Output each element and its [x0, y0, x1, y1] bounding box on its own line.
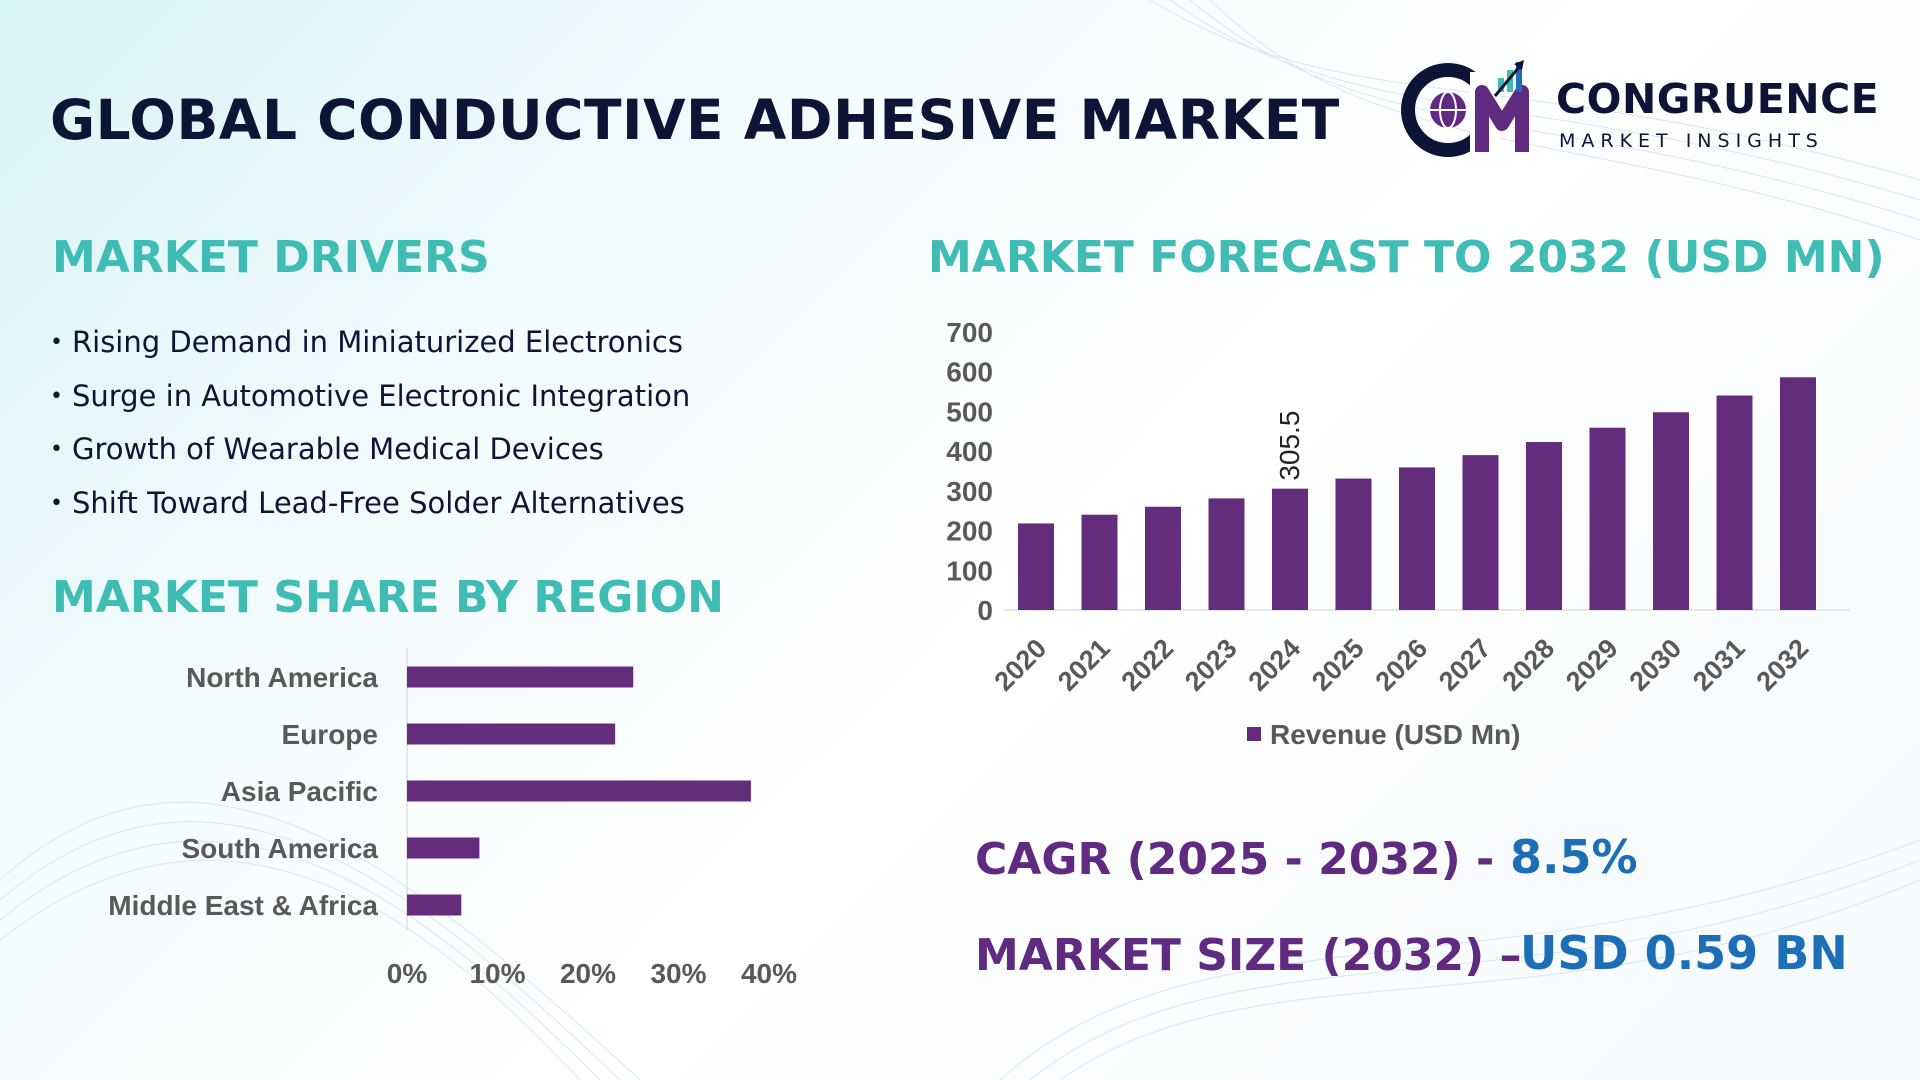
forecast-bar [1081, 514, 1118, 610]
y-tick-label: 600 [946, 357, 993, 388]
region-bar [407, 723, 616, 745]
x-tick-label: 2022 [1116, 633, 1180, 697]
driver-item: Rising Demand in Miniaturized Electronic… [50, 322, 690, 376]
region-bar [407, 666, 634, 688]
region-label: North America [186, 662, 378, 693]
data-label: 305.5 [1274, 411, 1305, 481]
x-tick-label: 20% [560, 958, 616, 989]
x-tick-label: 0% [387, 958, 428, 989]
cagr-value: 8.5% [1510, 830, 1638, 884]
page-title: GLOBAL CONDUCTIVE ADHESIVE MARKET [50, 88, 1340, 152]
x-tick-label: 2027 [1433, 633, 1497, 697]
region-bar [407, 894, 462, 916]
legend-swatch [1247, 727, 1261, 741]
x-tick-label: 2020 [989, 633, 1053, 697]
forecast-bar [1018, 523, 1054, 610]
driver-item: Shift Toward Lead-Free Solder Alternativ… [50, 483, 690, 537]
forecast-bar [1272, 488, 1308, 610]
forecast-bar [1780, 377, 1816, 610]
market-size-label: MARKET SIZE (2032) – [975, 930, 1522, 981]
x-tick-label: 2021 [1052, 633, 1116, 697]
cagr-label: CAGR (2025 - 2032) - [975, 834, 1495, 885]
logo-name: CONGRUENCE [1556, 75, 1880, 123]
y-tick-label: 700 [946, 317, 993, 348]
region-label: Asia Pacific [221, 776, 378, 807]
forecast-bar [1399, 467, 1435, 610]
region-label: Middle East & Africa [108, 890, 378, 921]
y-tick-label: 200 [946, 516, 993, 547]
x-tick-label: 2023 [1179, 633, 1243, 697]
drivers-heading: MARKET DRIVERS [52, 232, 490, 283]
x-tick-label: 2028 [1497, 633, 1561, 697]
x-tick-label: 2032 [1751, 633, 1815, 697]
forecast-bar [1145, 506, 1181, 610]
drivers-list: Rising Demand in Miniaturized Electronic… [50, 322, 690, 536]
driver-item: Growth of Wearable Medical Devices [50, 429, 690, 483]
forecast-bar [1589, 427, 1626, 610]
forecast-bar [1208, 498, 1245, 610]
forecast-bar [1716, 395, 1753, 610]
x-tick-label: 10% [469, 958, 525, 989]
logo-mark-icon [1401, 60, 1529, 157]
region-bar [407, 837, 480, 859]
x-tick-label: 30% [650, 958, 706, 989]
logo-tagline: MARKET INSIGHTS [1559, 130, 1824, 152]
y-tick-label: 0 [977, 595, 993, 626]
forecast-bar [1335, 478, 1372, 610]
driver-item: Surge in Automotive Electronic Integrati… [50, 376, 690, 430]
x-tick-label: 2026 [1370, 633, 1434, 697]
y-tick-label: 300 [946, 476, 993, 507]
region-share-chart: North America Europe Asia Pacific South Ame… [108, 648, 797, 989]
brand-logo: CONGRUENCE MARKET INSIGHTS [1400, 52, 1879, 162]
forecast-bar [1462, 455, 1499, 610]
x-tick-label: 2029 [1560, 633, 1624, 697]
forecast-bar [1653, 412, 1689, 610]
y-tick-label: 100 [946, 555, 993, 586]
y-tick-label: 400 [946, 436, 993, 467]
x-tick-label: 2025 [1306, 633, 1370, 697]
region-heading: MARKET SHARE BY REGION [52, 572, 724, 623]
x-tick-label: 40% [741, 958, 797, 989]
x-tick-label: 2031 [1687, 633, 1751, 697]
region-bar [407, 780, 751, 802]
market-size-value: USD 0.59 BN [1520, 926, 1848, 980]
forecast-heading: MARKET FORECAST TO 2032 (USD MN) [928, 232, 1885, 283]
y-tick-label: 500 [946, 396, 993, 427]
forecast-bar [1526, 442, 1562, 610]
region-label: Europe [282, 719, 378, 750]
x-tick-label: 2030 [1624, 633, 1688, 697]
region-label: South America [181, 833, 378, 864]
x-tick-label: 2024 [1243, 633, 1307, 697]
legend-label: Revenue (USD Mn) [1270, 719, 1520, 750]
